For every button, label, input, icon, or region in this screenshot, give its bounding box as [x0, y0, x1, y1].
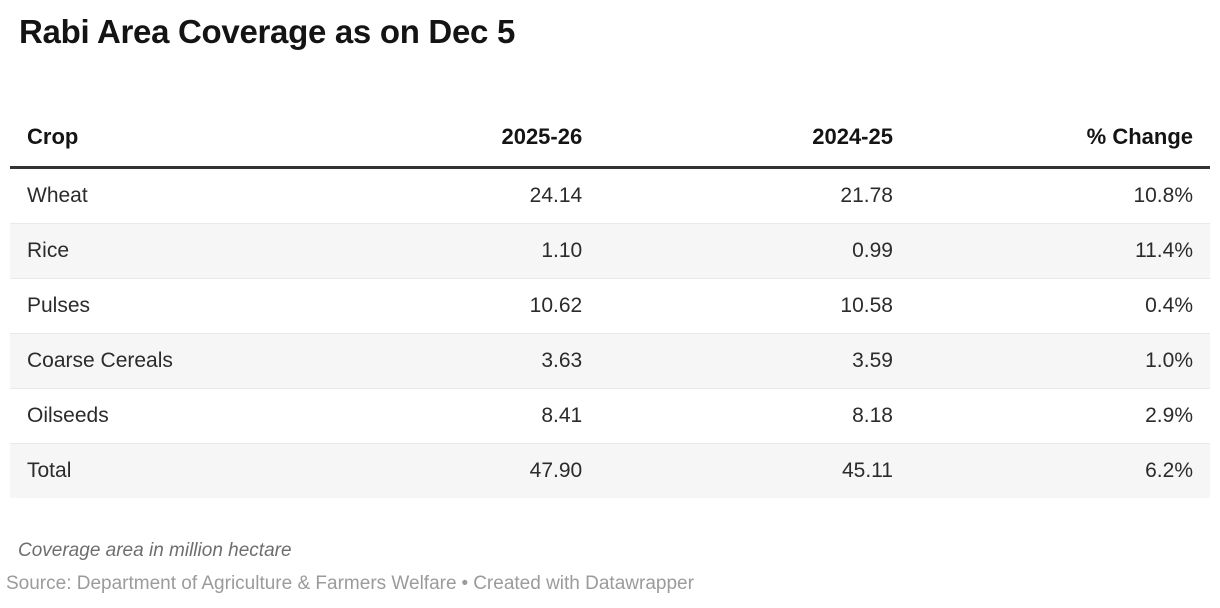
header-row: Crop 2025-26 2024-25 % Change	[10, 104, 1210, 169]
cell-crop: Pulses	[27, 294, 91, 317]
table-row-oilseeds: Oilseeds 8.41 8.18 2.9%	[10, 388, 1210, 444]
column-header-2025-26: 2025-26	[299, 104, 600, 169]
source-separator: •	[461, 573, 469, 594]
cell-2024-25: 21.78	[840, 184, 893, 207]
cell-2024-25: 0.99	[852, 239, 893, 262]
cell-crop: Rice	[27, 239, 70, 262]
cell-2024-25: 3.59	[852, 349, 893, 372]
table-header: Crop 2025-26 2024-25 % Change	[10, 104, 1210, 169]
table-container: Crop 2025-26 2024-25 % Change Wheat 24.1…	[10, 104, 1210, 498]
table-row-wheat: Wheat 24.14 21.78 10.8%	[10, 167, 1210, 224]
cell-2024-25: 10.58	[840, 294, 893, 317]
chart-title: Rabi Area Coverage as on Dec 5	[19, 13, 515, 50]
cell-2025-26: 24.14	[529, 184, 583, 207]
cell-crop: Total	[27, 459, 72, 482]
source-text: Source: Department of Agriculture & Farm…	[6, 573, 457, 594]
cell-2025-26: 1.10	[541, 239, 583, 262]
cell-2024-25: 8.18	[852, 404, 893, 427]
data-table: Crop 2025-26 2024-25 % Change Wheat 24.1…	[10, 104, 1210, 498]
cell-pct-change: 2.9%	[1145, 404, 1193, 427]
column-header-pct-change: % Change	[909, 104, 1210, 169]
cell-2025-26: 47.90	[529, 459, 583, 482]
cell-2025-26: 10.62	[529, 294, 583, 317]
table-body: Wheat 24.14 21.78 10.8% Rice 1.10 0.99 1…	[10, 167, 1210, 498]
cell-pct-change: 1.0%	[1145, 349, 1193, 372]
column-header-2024-25: 2024-25	[599, 104, 910, 169]
cell-crop: Oilseeds	[27, 404, 109, 427]
cell-pct-change: 11.4%	[1135, 239, 1193, 262]
cell-pct-change: 10.8%	[1133, 184, 1193, 207]
column-header-crop: Crop	[10, 104, 300, 169]
cell-pct-change: 6.2%	[1145, 459, 1193, 482]
cell-crop: Coarse Cereals	[27, 349, 173, 372]
cell-crop: Wheat	[27, 184, 88, 207]
table-row-rice: Rice 1.10 0.99 11.4%	[10, 223, 1210, 279]
chart-note: Coverage area in million hectare	[18, 540, 292, 561]
datawrapper-attribution-link[interactable]: Created with Datawrapper	[473, 573, 694, 594]
chart-source-line: Source: Department of Agriculture & Farm…	[6, 572, 1210, 596]
table-row-coarse-cereals: Coarse Cereals 3.63 3.59 1.0%	[10, 333, 1210, 389]
table-row-total: Total 47.90 45.11 6.2%	[10, 443, 1210, 498]
cell-pct-change: 0.4%	[1145, 294, 1193, 317]
table-row-pulses: Pulses 10.62 10.58 0.4%	[10, 278, 1210, 334]
cell-2025-26: 8.41	[541, 404, 583, 427]
cell-2024-25: 45.11	[841, 459, 893, 482]
cell-2025-26: 3.63	[541, 349, 583, 372]
